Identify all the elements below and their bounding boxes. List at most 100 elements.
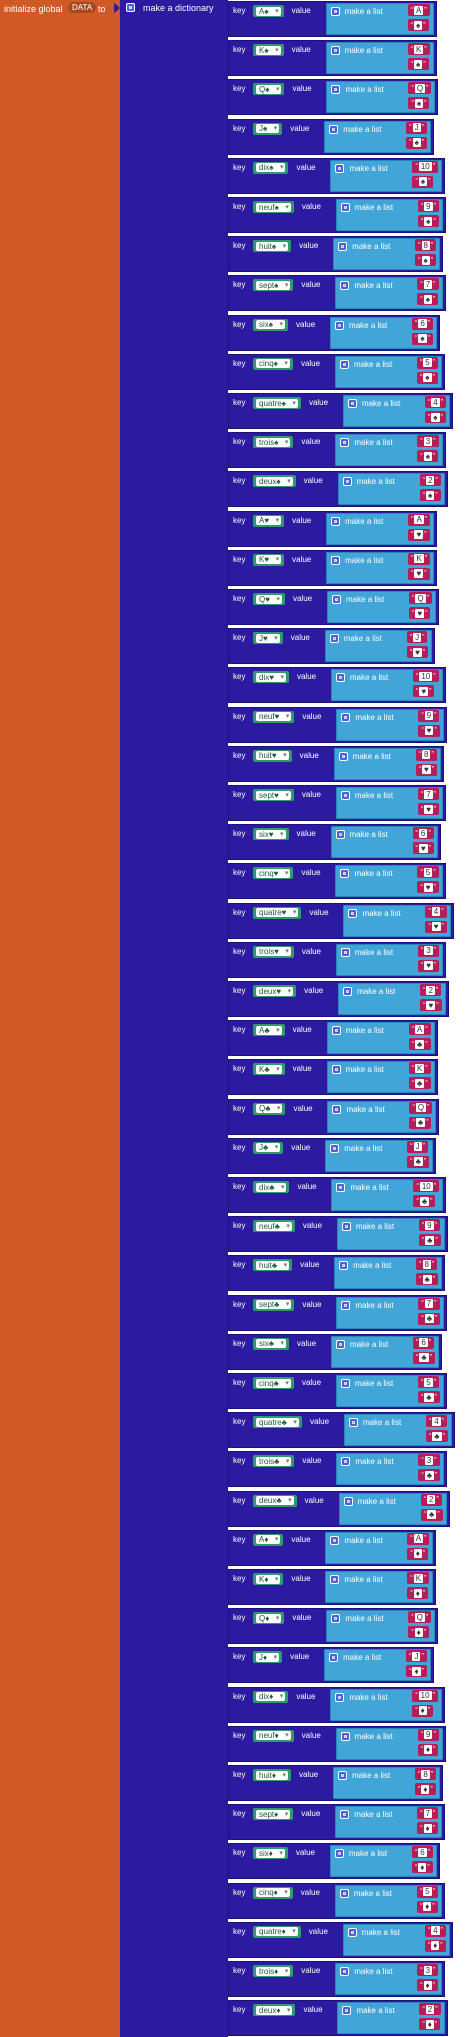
suit-text-field[interactable]: ♦ (423, 1823, 432, 1833)
text-block[interactable]: “3” (417, 944, 440, 957)
list-mutator-gear-icon[interactable] (331, 85, 341, 95)
key-dropdown[interactable]: quatre♥ (256, 908, 299, 918)
text-block[interactable]: “♠” (416, 371, 438, 384)
suit-text-field[interactable]: ♥ (424, 804, 433, 814)
key-dropdown[interactable]: A♦ (256, 1535, 281, 1545)
key-dropdown-block[interactable]: A♣ (253, 1024, 285, 1037)
list-mutator-gear-icon[interactable] (331, 1065, 341, 1075)
key-dropdown[interactable]: K♠ (256, 45, 281, 55)
key-dropdown[interactable]: deux♥ (256, 986, 294, 996)
key-dropdown[interactable]: huit♦ (256, 1770, 288, 1780)
suit-text-field[interactable]: ♥ (424, 726, 434, 736)
key-dropdown-block[interactable]: cinq♥ (253, 867, 294, 880)
rank-text-field[interactable]: J (413, 1142, 422, 1152)
key-dropdown[interactable]: trois♥ (256, 947, 291, 957)
suit-text-field[interactable]: ♦ (413, 1549, 422, 1559)
list-mutator-gear-icon[interactable] (330, 1535, 340, 1545)
suit-text-field[interactable]: ♦ (413, 1588, 422, 1598)
text-block[interactable]: “♥” (408, 528, 430, 541)
key-dropdown-block[interactable]: huit♥ (253, 749, 292, 762)
suit-text-field[interactable]: ♠ (412, 138, 421, 148)
key-dropdown-block[interactable]: quatre♣ (253, 1416, 302, 1429)
rank-text-field[interactable]: 6 (418, 319, 427, 329)
text-block[interactable]: “7” (418, 1297, 440, 1310)
key-dropdown-block[interactable]: sept♥ (253, 789, 294, 801)
text-block[interactable]: “♠” (408, 97, 430, 110)
key-dropdown-block[interactable]: dix♣ (253, 1181, 290, 1193)
list-mutator-gear-icon[interactable] (340, 791, 350, 800)
key-dropdown-block[interactable]: huit♣ (253, 1259, 293, 1272)
list-mutator-gear-icon[interactable] (331, 1614, 341, 1624)
rank-text-field[interactable]: 3 (423, 1965, 432, 1975)
text-block[interactable]: “♣” (418, 1312, 441, 1325)
text-block[interactable]: “Q” (408, 1611, 432, 1624)
text-block[interactable]: “♠” (424, 411, 446, 423)
text-block[interactable]: “A” (407, 1532, 430, 1545)
text-block[interactable]: “10” (412, 1689, 438, 1702)
key-dropdown-block[interactable]: K♦ (253, 1573, 284, 1585)
suit-text-field[interactable]: ♦ (425, 2019, 434, 2029)
text-block[interactable]: “2” (420, 984, 442, 996)
key-dropdown-block[interactable]: six♠ (253, 318, 289, 331)
rank-text-field[interactable]: 8 (422, 1259, 431, 1269)
text-block[interactable]: “♥” (417, 959, 440, 972)
key-dropdown-block[interactable]: huit♠ (253, 240, 292, 253)
key-dropdown[interactable]: K♦ (256, 1574, 281, 1584)
text-block[interactable]: “8” (414, 1768, 437, 1780)
key-dropdown-block[interactable]: neuf♦ (253, 1729, 294, 1742)
suit-text-field[interactable]: ♦ (431, 1941, 440, 1951)
rank-text-field[interactable]: Q (414, 1612, 425, 1622)
list-mutator-gear-icon[interactable] (343, 1496, 353, 1506)
text-block[interactable]: “J” (406, 631, 428, 644)
list-mutator-gear-icon[interactable] (338, 751, 348, 761)
rank-text-field[interactable]: A (414, 1024, 425, 1034)
rank-text-field[interactable]: 4 (431, 1926, 440, 1936)
text-block[interactable]: “♣” (416, 1273, 439, 1286)
text-block[interactable]: “♥” (417, 881, 439, 894)
key-dropdown-block[interactable]: trois♠ (253, 436, 294, 449)
text-block[interactable]: “3” (417, 435, 439, 448)
key-dropdown[interactable]: sept♥ (256, 790, 291, 800)
key-dropdown-block[interactable]: quatre♠ (253, 397, 301, 409)
suit-text-field[interactable]: ♣ (414, 1078, 425, 1088)
text-block[interactable]: “6” (412, 827, 434, 840)
text-block[interactable]: “♠” (412, 175, 434, 188)
key-dropdown-block[interactable]: cinq♦ (253, 1886, 293, 1899)
text-block[interactable]: “Q” (408, 592, 432, 604)
suit-text-field[interactable]: ♥ (424, 961, 433, 971)
rank-text-field[interactable]: 2 (426, 1495, 436, 1505)
key-dropdown[interactable]: J♥ (256, 633, 280, 643)
text-block[interactable]: “10” (412, 160, 439, 173)
key-dropdown[interactable]: A♣ (256, 1025, 282, 1035)
suit-text-field[interactable]: ♦ (423, 1902, 432, 1912)
key-dropdown[interactable]: J♠ (256, 124, 280, 134)
list-mutator-gear-icon[interactable] (335, 830, 345, 840)
key-dropdown[interactable]: six♠ (256, 320, 286, 330)
text-block[interactable]: “♦” (407, 1587, 429, 1599)
text-block[interactable]: “J” (407, 1140, 428, 1153)
text-block[interactable]: “♠” (417, 293, 439, 306)
suit-text-field[interactable]: ♣ (424, 1392, 434, 1402)
rank-text-field[interactable]: K (413, 1573, 424, 1583)
text-block[interactable]: “♥” (406, 646, 429, 659)
key-dropdown-block[interactable]: neuf♥ (253, 710, 295, 723)
text-block[interactable]: “K” (407, 43, 430, 56)
list-mutator-gear-icon[interactable] (330, 1143, 340, 1153)
key-dropdown[interactable]: A♠ (256, 6, 281, 16)
list-mutator-gear-icon[interactable] (330, 1575, 340, 1584)
key-dropdown-block[interactable]: six♣ (253, 1337, 290, 1350)
rank-text-field[interactable]: 10 (418, 162, 432, 172)
